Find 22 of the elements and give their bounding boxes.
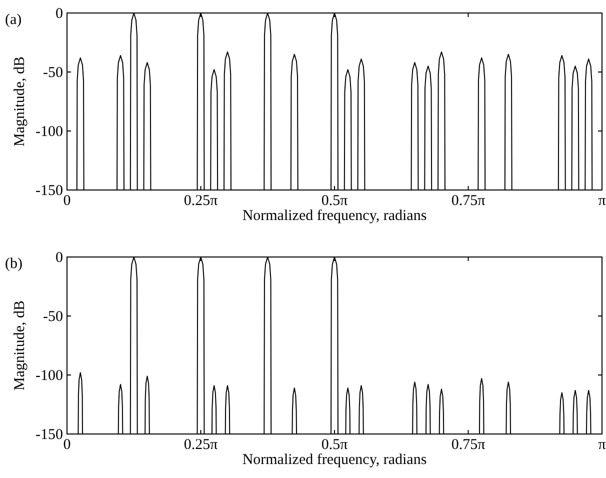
x-axis-title: Normalized frequency, radians xyxy=(242,452,427,468)
x-tick-label: 0.75π xyxy=(451,437,486,453)
y-tick-label: -150 xyxy=(36,183,63,199)
x-tick-label: 0.25π xyxy=(184,437,218,453)
y-tick-label: -100 xyxy=(36,124,63,140)
y-axis-title: Magnitude, dB xyxy=(12,300,28,390)
x-axis-title: Normalized frequency, radians xyxy=(242,208,427,224)
y-tick-label: -50 xyxy=(43,65,63,81)
y-axis-title: Magnitude, dB xyxy=(12,56,28,146)
text: (a) xyxy=(5,12,22,28)
y-tick-label: 0 xyxy=(56,6,63,22)
x-tick-label: 0.5π xyxy=(321,437,348,453)
x-tick-label: 0.5π xyxy=(321,193,348,209)
text: (b) xyxy=(5,256,22,272)
y-tick-label: 0 xyxy=(56,250,63,266)
y-tick-label: -50 xyxy=(43,309,63,325)
x-tick-label: π xyxy=(598,437,606,453)
x-tick-label: 0.25π xyxy=(184,193,218,209)
y-tick-label: -100 xyxy=(36,368,63,384)
y-tick-label: -150 xyxy=(36,427,63,443)
x-tick-label: 0.75π xyxy=(451,193,486,209)
x-tick-label: π xyxy=(598,193,606,209)
